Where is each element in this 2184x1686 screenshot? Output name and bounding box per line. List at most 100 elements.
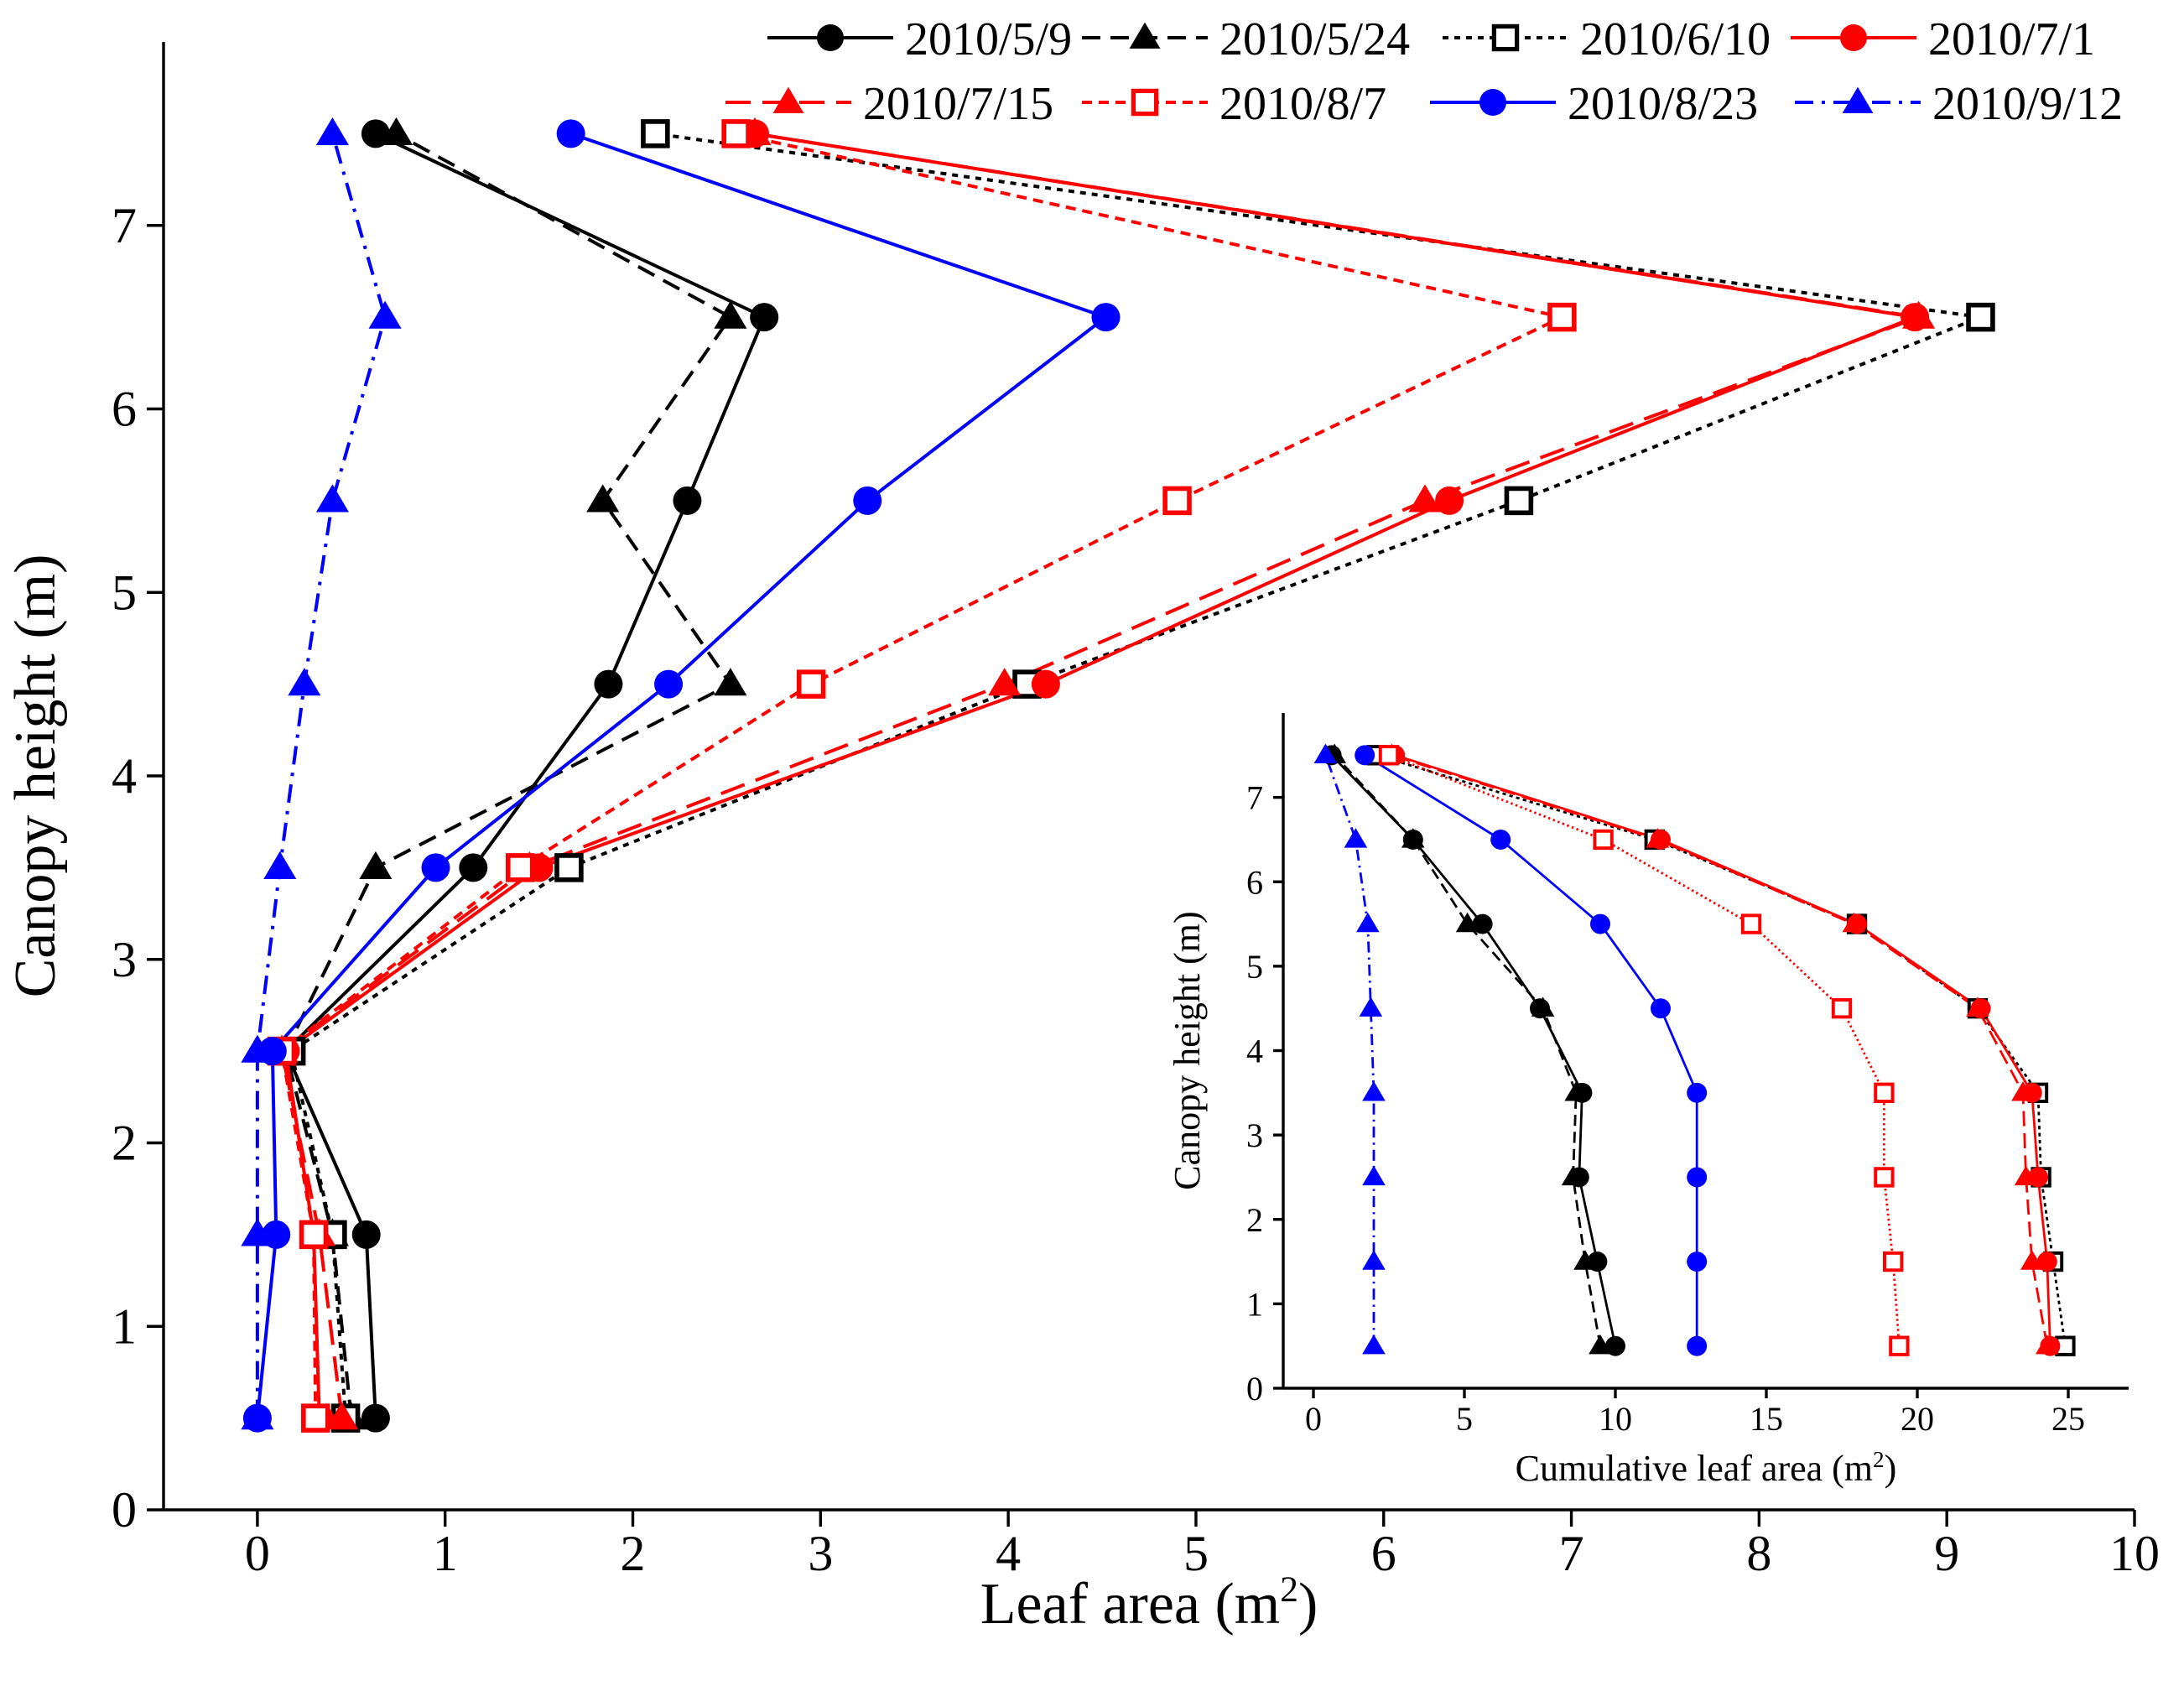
main-series-0-point [594,669,623,699]
inset-y-tick-label: 5 [1246,948,1263,986]
main-y-tick-label: 7 [112,198,137,253]
main-series-7-point [315,117,349,146]
main-series-line-0 [283,132,767,1418]
inset-x-tick-label: 10 [1599,1400,1632,1438]
inset-series-7-point [1356,912,1380,933]
main-series-5-point [301,1403,330,1433]
inset-series-4-point [2036,1334,2059,1355]
legend-marker-6 [1479,89,1506,116]
inset-y-axis-title: Canopy height (m) [1167,911,1208,1189]
main-series-1-point [714,668,747,696]
main-series-5-point [299,1220,329,1250]
legend-label-4: 2010/7/15 [863,78,1053,130]
inset-series-0-point [1605,1335,1625,1356]
main-series-5-point [1162,486,1192,516]
legend-label-7: 2010/9/12 [1932,78,2123,130]
inset-series-4-point [1842,912,1866,933]
main-series-0-point [750,303,779,332]
main-y-tick-label: 4 [112,748,137,804]
inset-series-line-0 [1330,754,1617,1346]
inset-y-tick-label: 7 [1246,779,1263,817]
main-x-tick-label: 5 [1183,1526,1209,1581]
inset-series-line-7 [1324,754,1375,1346]
inset-series-4-point [2011,1081,2035,1101]
inset-y-tick-label: 3 [1246,1116,1263,1154]
legend-marker-2 [1491,23,1520,52]
inset-series-6-point [1590,913,1610,934]
legend-marker-1 [1129,22,1161,49]
inset-series-7-point [1362,1165,1386,1186]
main-series-3-point [1031,669,1060,699]
main-series-4-point [325,1402,359,1430]
inset-series-7-point [1362,1250,1386,1270]
inset-series-line-1 [1334,754,1602,1346]
main-series-6-point [556,119,585,148]
main-series-0-point [673,486,702,515]
inset-series-5-point [1889,1335,1910,1356]
inset-series-1-point [1564,1081,1588,1101]
main-series-7-point [241,1034,274,1063]
inset-series-line-2 [1376,753,2067,1346]
legend-marker-3 [1840,24,1867,51]
main-series-7-point [368,300,402,329]
main-series-7-point [263,851,297,880]
inset-y-tick-label: 0 [1246,1370,1263,1408]
main-x-tick-label: 2 [621,1526,646,1581]
inset-series-4-point [1646,828,1670,848]
main-series-line-2 [289,132,1983,1418]
inset-series-7-point [1313,743,1338,763]
main-series-line-7 [255,133,387,1418]
main-x-tick-label: 10 [2109,1526,2160,1581]
main-series-5-point [505,853,535,882]
inset-x-tick-label: 20 [1901,1400,1934,1438]
inset-series-5-point [1740,913,1762,934]
inset-y-tick-label: 6 [1246,863,1263,901]
inset-series-line-5 [1388,753,1901,1346]
inset-series-0-point [1472,913,1493,934]
inset-plot: 0 5 10 15 20 25 0 1 2 3 4 5 6 7 Cumulative leaf area (… [1167,713,2129,1489]
main-series-2-point [554,853,584,882]
main-x-tick-label: 1 [433,1526,458,1581]
inset-series-1-point [1573,1250,1597,1270]
legend-marker-5 [1131,88,1159,117]
inset-series-5-point [1378,745,1400,766]
inset-series-6-point [1651,998,1671,1019]
main-series-line-5 [280,132,1564,1418]
main-x-tick-label: 4 [996,1526,1021,1581]
main-series-1-point [359,851,393,880]
main-series-7-point [241,1218,274,1246]
legend-marker-0 [817,24,844,51]
legend-marker-4 [772,86,804,113]
inset-series-6-point [1355,745,1375,766]
main-y-tick-label: 6 [112,382,137,437]
main-series-2-point [1966,302,1995,332]
main-series-0-point [351,1220,381,1249]
main-series-4-point [1408,484,1442,513]
inset-x-axis-title: Cumulative leaf area (m2) [1516,1447,1897,1489]
main-x-axis-title: Leaf area (m2) [980,1569,1318,1637]
main-series-7-point [315,484,349,513]
inset-series-5-point [1883,1251,1904,1272]
inset-series-5-point [1831,998,1853,1019]
inset-series-3-point [2036,1251,2057,1272]
inset-series-line-3 [1394,753,2051,1346]
main-x-tick-label: 3 [808,1526,833,1581]
inset-series-4-point [2020,1250,2044,1270]
inset-series-6-point [1687,1335,1708,1356]
inset-x-tick-label: 15 [1750,1400,1783,1438]
main-series-0-point [361,1403,390,1433]
inset-series-1-point [1455,912,1479,933]
main-series-1-point [586,484,620,513]
main-series-6-point [421,853,450,882]
inset-series-1-point [1589,1334,1612,1355]
legend-label-3: 2010/7/1 [1928,13,2095,65]
inset-series-5-point [1593,829,1614,851]
main-series-7-point [241,1402,274,1430]
main-x-tick-label: 6 [1371,1526,1396,1581]
inset-series-4-point [2014,1165,2038,1186]
inset-series-7-point [1362,1334,1386,1355]
inset-series-1-point [1561,1165,1585,1186]
main-series-7-point [288,668,321,696]
